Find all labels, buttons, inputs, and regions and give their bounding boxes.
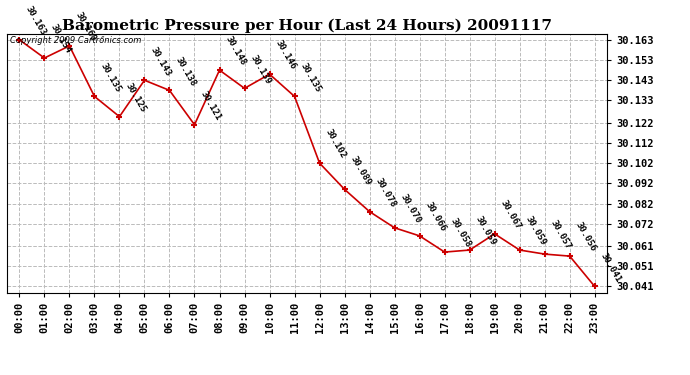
Text: 30.146: 30.146	[274, 39, 297, 71]
Text: 30.057: 30.057	[549, 219, 573, 251]
Text: 30.121: 30.121	[199, 90, 223, 122]
Text: 30.135: 30.135	[299, 61, 323, 94]
Text: 30.078: 30.078	[374, 176, 397, 209]
Text: 30.160: 30.160	[74, 10, 97, 43]
Text: 30.148: 30.148	[224, 35, 248, 68]
Text: 30.143: 30.143	[148, 45, 172, 78]
Text: 30.135: 30.135	[99, 61, 123, 94]
Text: 30.070: 30.070	[399, 193, 423, 225]
Text: 30.067: 30.067	[499, 199, 523, 231]
Text: 30.089: 30.089	[348, 154, 373, 187]
Text: 30.041: 30.041	[599, 251, 623, 284]
Text: 30.139: 30.139	[248, 53, 273, 86]
Text: 30.125: 30.125	[124, 81, 148, 114]
Text: 30.058: 30.058	[448, 217, 473, 249]
Text: 30.059: 30.059	[524, 215, 548, 247]
Text: 30.163: 30.163	[23, 4, 48, 37]
Text: 30.059: 30.059	[474, 215, 497, 247]
Text: 30.154: 30.154	[48, 23, 72, 55]
Text: 30.056: 30.056	[574, 221, 598, 254]
Text: 30.102: 30.102	[324, 128, 348, 160]
Text: 30.138: 30.138	[174, 55, 197, 88]
Title: Barometric Pressure per Hour (Last 24 Hours) 20091117: Barometric Pressure per Hour (Last 24 Ho…	[62, 18, 552, 33]
Text: 30.066: 30.066	[424, 201, 448, 233]
Text: Copyright 2009 Cartrőnics.com: Copyright 2009 Cartrőnics.com	[10, 36, 141, 45]
